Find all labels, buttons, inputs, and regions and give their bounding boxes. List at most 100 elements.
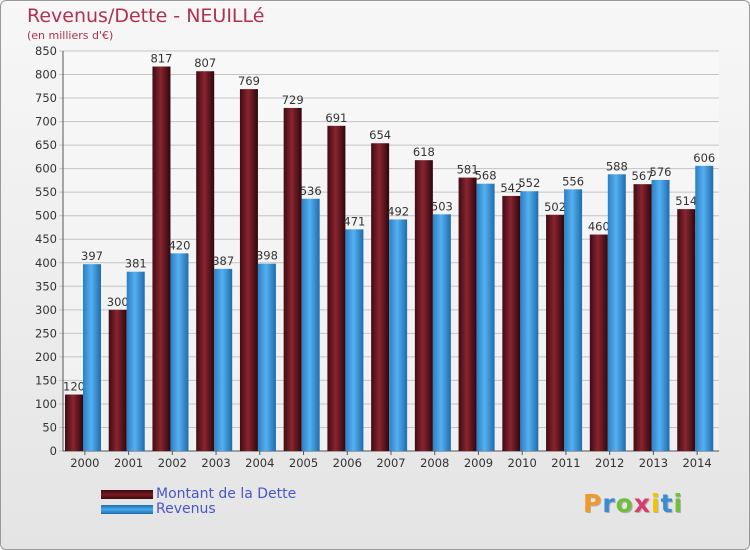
data-label: 536 [300,184,322,198]
data-label: 492 [387,204,409,218]
data-label: 807 [194,56,216,70]
bar-revenus [389,219,408,451]
y-tick-label: 250 [35,326,57,340]
bar-dette [65,394,83,451]
bar-dette [152,66,171,451]
bar-revenus [301,198,320,451]
legend-swatch-revenus [101,505,153,514]
x-tick-label: 2007 [376,456,405,470]
proxiti-logo: Proxiti [583,489,683,518]
y-tick-label: 50 [42,420,57,434]
bar-dette [283,107,302,452]
bar-dette [589,234,608,451]
x-tick-label: 2011 [551,456,580,470]
legend-label-dette: Montant de la Dette [156,486,297,502]
data-label: 397 [81,249,103,263]
bar-dette [371,143,390,451]
y-tick-label: 500 [35,209,57,223]
data-label: 381 [125,257,147,271]
logo-letter: i [673,489,684,518]
bar-dette [108,309,127,451]
bar-dette [633,184,652,452]
data-label: 576 [650,165,672,179]
x-tick-label: 2003 [201,456,230,470]
x-tick-label: 2006 [333,456,362,470]
x-tick-label: 2013 [639,456,668,470]
data-label: 300 [107,295,129,309]
data-label: 618 [413,145,435,159]
bar-revenus [257,263,276,451]
logo-letter: P [583,489,603,518]
bar-revenus [170,253,189,451]
bar-dette [327,125,346,451]
y-tick-label: 650 [35,138,57,152]
data-label: 654 [369,128,391,142]
data-label: 387 [212,254,234,268]
y-tick-label: 600 [35,162,57,176]
data-label: 568 [475,169,497,183]
logo-letter: i [651,489,661,518]
y-tick-label: 800 [35,68,57,82]
bar-dette [502,195,521,451]
y-tick-label: 450 [35,232,57,246]
x-tick-label: 2005 [289,456,318,470]
bar-revenus [345,229,364,451]
y-tick-label: 850 [35,44,57,58]
bar-dette [458,177,477,451]
data-label: 398 [256,249,278,263]
x-tick-label: 2004 [245,456,274,470]
bar-revenus [564,189,583,451]
x-tick-label: 2010 [508,456,537,470]
bar-dette [239,89,258,451]
data-label: 460 [588,220,610,234]
logo-letter: r [602,489,616,518]
bar-dette [196,71,215,451]
legend-label-revenus: Revenus [156,501,216,517]
data-label: 502 [544,200,566,214]
x-tick-label: 2008 [420,456,449,470]
bar-revenus [83,264,101,451]
chart-title: Revenus/Dette - NEUILLé [27,5,265,27]
bar-revenus [520,191,539,451]
data-label: 581 [457,163,479,177]
data-label: 542 [500,181,522,195]
bar-revenus [126,271,145,451]
data-label: 606 [693,151,715,165]
y-tick-label: 700 [35,115,57,129]
data-label: 567 [632,169,654,183]
x-tick-label: 2002 [158,456,187,470]
bar-revenus [651,179,670,452]
chart-subtitle: (en milliers d'€) [27,29,114,42]
bar-revenus [607,174,626,451]
x-tick-label: 2009 [464,456,493,470]
y-tick-label: 150 [35,373,57,387]
y-tick-label: 350 [35,279,57,293]
y-tick-label: 0 [50,444,57,458]
x-tick-label: 2001 [114,456,143,470]
x-tick-label: 2014 [682,456,711,470]
data-label: 817 [150,52,172,66]
y-tick-label: 200 [35,350,57,364]
x-tick-label: 2012 [595,456,624,470]
logo-letter: o [615,489,634,518]
x-tick-label: 2000 [70,456,99,470]
bar-revenus [214,268,233,451]
data-label: 729 [282,93,304,107]
bar-dette [414,160,433,452]
bar-revenus [695,165,714,451]
y-tick-label: 550 [35,185,57,199]
data-label: 769 [238,74,260,88]
y-tick-label: 100 [35,397,57,411]
data-label: 420 [168,238,190,252]
data-label: 120 [63,380,85,394]
logo-letter: t [660,489,674,518]
data-label: 503 [431,199,453,213]
logo-letter: x [633,489,651,518]
bar-revenus [476,183,495,452]
bar-revenus [432,214,451,451]
data-label: 691 [325,111,347,125]
data-label: 552 [518,176,540,190]
data-label: 471 [343,214,365,228]
